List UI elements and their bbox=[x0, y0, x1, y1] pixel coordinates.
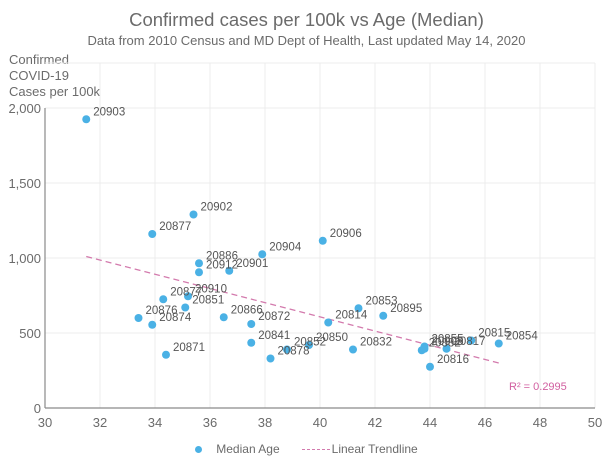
data-label: 20905 bbox=[432, 336, 464, 348]
data-label: 20814 bbox=[335, 310, 368, 322]
y-tick-label: 0 bbox=[34, 401, 41, 416]
data-point bbox=[324, 318, 333, 327]
data-point bbox=[266, 354, 275, 363]
y-tick-labels: 0 500 1,000 1,500 2,000 bbox=[8, 101, 41, 416]
data-point bbox=[305, 341, 313, 349]
x-tick-label: 30 bbox=[38, 415, 52, 430]
x-tick-label: 34 bbox=[148, 415, 162, 430]
data-point bbox=[494, 339, 503, 348]
x-tick-label: 50 bbox=[588, 415, 602, 430]
data-point bbox=[162, 350, 170, 359]
data-label: 20815 bbox=[478, 328, 510, 340]
data-label: 20866 bbox=[231, 304, 263, 316]
axes bbox=[44, 108, 595, 409]
data-label: 20910 bbox=[195, 283, 227, 295]
data-label: 20816 bbox=[437, 354, 469, 366]
data-label: 20886 bbox=[206, 250, 238, 262]
data-label: 20872 bbox=[258, 311, 290, 323]
y-tick-label: 1,500 bbox=[8, 176, 41, 191]
gridlines bbox=[45, 62, 596, 408]
data-point bbox=[247, 338, 256, 347]
x-tick-label: 42 bbox=[368, 415, 382, 430]
data-label: 20878 bbox=[278, 346, 310, 358]
data-label: 20877 bbox=[159, 221, 191, 233]
data-point bbox=[467, 336, 476, 345]
y-axis-label: Confirmed COVID-19 Cases per 100k bbox=[9, 52, 101, 99]
data-label: 20817 bbox=[454, 336, 486, 348]
data-point bbox=[258, 250, 267, 259]
data-label: 20871 bbox=[173, 342, 205, 354]
data-points bbox=[82, 115, 503, 371]
data-point bbox=[219, 313, 228, 322]
data-label: 20841 bbox=[258, 330, 290, 342]
r-squared-label: R² = 0.2995 bbox=[509, 381, 567, 393]
data-label: 20895 bbox=[390, 303, 422, 315]
data-point bbox=[442, 344, 451, 353]
data-label: 20874 bbox=[159, 312, 192, 324]
data-point bbox=[354, 304, 363, 313]
legend-item-median-age[interactable]: Median Age bbox=[195, 442, 280, 456]
data-point bbox=[184, 292, 192, 301]
data-point bbox=[148, 230, 157, 238]
legend-marker-dashed-line-icon bbox=[301, 448, 330, 450]
data-labels: 20903 20902 20877 20906 20904 208862091220901… bbox=[93, 106, 538, 366]
x-tick-label: 44 bbox=[423, 415, 437, 430]
data-point bbox=[225, 266, 234, 275]
data-point bbox=[134, 314, 143, 322]
data-point bbox=[195, 259, 203, 268]
data-label: 20901 bbox=[236, 258, 268, 270]
x-tick-label: 46 bbox=[478, 415, 492, 430]
data-point bbox=[82, 115, 91, 124]
x-tick-label: 32 bbox=[93, 415, 107, 430]
data-label: 20904 bbox=[269, 241, 302, 253]
data-point bbox=[379, 311, 388, 320]
data-point bbox=[283, 345, 291, 354]
x-tick-label: 36 bbox=[203, 415, 217, 430]
data-point bbox=[426, 362, 434, 371]
legend-marker-dot-icon bbox=[195, 445, 203, 453]
data-label: 20912 bbox=[206, 259, 238, 271]
data-label: 20854 bbox=[506, 331, 539, 343]
chart-subtitle: Data from 2010 Census and MD Dept of Hea… bbox=[87, 33, 526, 48]
data-point bbox=[349, 345, 357, 354]
chart-title: Confirmed cases per 100k vs Age (Median) bbox=[129, 9, 484, 30]
data-label: 20906 bbox=[330, 228, 362, 240]
data-label: 20851 bbox=[192, 295, 224, 307]
data-label: 20853 bbox=[366, 295, 398, 307]
legend-item-trendline[interactable]: Linear Trendline bbox=[301, 442, 418, 456]
x-tick-labels: 30 32 34 36 38 40 42 44 46 48 50 bbox=[38, 415, 602, 430]
y-tick-label: 1,000 bbox=[8, 251, 41, 266]
legend-label: Linear Trendline bbox=[331, 442, 418, 456]
x-tick-label: 48 bbox=[533, 415, 547, 430]
data-point bbox=[159, 295, 168, 304]
legend: Median Age Linear Trendline bbox=[0, 442, 613, 456]
data-label: 20877 bbox=[170, 286, 202, 298]
trendline bbox=[86, 255, 499, 364]
data-point bbox=[148, 320, 157, 329]
legend-label: Median Age bbox=[216, 442, 280, 456]
x-tick-label: 40 bbox=[313, 415, 327, 430]
data-label: 20855 bbox=[432, 334, 464, 346]
y-tick-label: 500 bbox=[19, 326, 41, 341]
data-point bbox=[247, 320, 256, 328]
data-label: 20850 bbox=[316, 332, 348, 344]
data-point bbox=[318, 236, 327, 245]
data-point bbox=[181, 303, 190, 312]
data-point bbox=[195, 268, 203, 277]
data-label: 20832 bbox=[360, 337, 392, 349]
data-label: 20852 bbox=[294, 337, 326, 349]
data-point bbox=[189, 210, 198, 219]
x-tick-label: 38 bbox=[258, 415, 272, 430]
data-point bbox=[420, 344, 429, 353]
y-tick-label: 2,000 bbox=[8, 101, 41, 116]
data-label: 20882 bbox=[429, 337, 461, 349]
data-label: 20903 bbox=[93, 106, 125, 118]
data-label: 20876 bbox=[146, 305, 178, 317]
trendline-layer: R² = 0.2995 bbox=[86, 255, 567, 393]
data-label: 20902 bbox=[201, 202, 233, 214]
